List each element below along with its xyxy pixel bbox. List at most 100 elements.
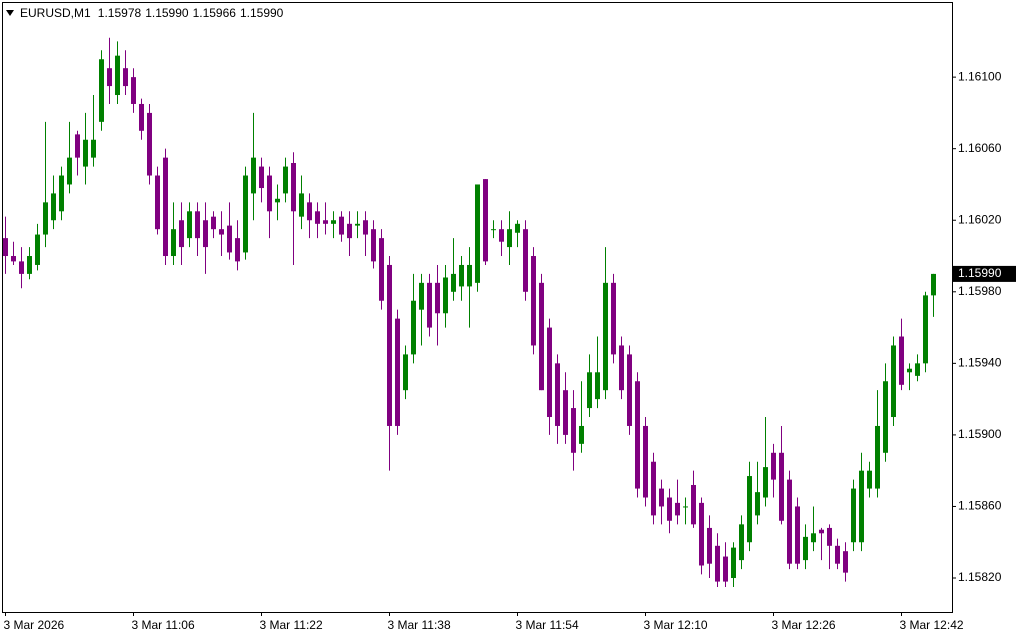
y-tick-label: 1.16060 [958, 141, 1002, 155]
candle-body [507, 229, 512, 248]
candle-body [99, 59, 104, 122]
candle-body [443, 277, 448, 314]
candle-body [275, 198, 280, 203]
candle-body [803, 536, 808, 561]
candle-body [571, 408, 576, 453]
candle-body [227, 225, 232, 253]
candle-body [411, 300, 416, 355]
chart-title: EURUSD,M1 [20, 6, 91, 20]
y-tick-label: 1.16020 [958, 212, 1002, 226]
candle-body [795, 506, 800, 564]
price-label: 1.15990 [958, 266, 1002, 280]
candle-body [363, 220, 368, 235]
candle-body [779, 452, 784, 521]
candle-body [283, 166, 288, 194]
candle-body [339, 216, 344, 235]
candle-body [51, 193, 56, 221]
candle-body [899, 336, 904, 385]
candle-body [587, 372, 592, 409]
candle-body [819, 529, 824, 534]
candle-body [699, 502, 704, 566]
quote-low: 1.15966 [193, 6, 237, 20]
y-tick-label: 1.15940 [958, 356, 1002, 370]
candle-body [163, 157, 168, 257]
symbol-dropdown[interactable] [6, 10, 14, 16]
candle-body [547, 327, 552, 418]
candle-body [643, 425, 648, 498]
candle-body [467, 264, 472, 287]
candle-body [179, 220, 184, 248]
candle-body [155, 175, 160, 230]
candle-body [875, 425, 880, 489]
candle-body [19, 261, 24, 274]
candle-body [667, 497, 672, 521]
candle-body [115, 55, 120, 96]
candle-body [531, 256, 536, 346]
candle-body [395, 318, 400, 426]
candle-body [195, 211, 200, 239]
candle-body [11, 256, 16, 262]
candle-body [555, 363, 560, 426]
candle-body [459, 264, 464, 287]
candle-body [675, 502, 680, 516]
candle-body [771, 452, 776, 480]
y-tick-label: 1.15860 [958, 499, 1002, 513]
x-tick-label: 3 Mar 11:06 [132, 618, 195, 632]
candle-body [715, 545, 720, 582]
candle-body [915, 363, 920, 376]
candle-body [707, 527, 712, 564]
candle-body [475, 184, 480, 283]
candle-body [235, 238, 240, 262]
candle-body [419, 282, 424, 310]
candle-body [35, 234, 40, 265]
candle-body [859, 470, 864, 543]
candle-body [83, 139, 88, 167]
candle-body [563, 390, 568, 435]
candle-body [299, 193, 304, 217]
x-tick-label: 3 Mar 2026 [4, 618, 65, 632]
x-tick-label: 3 Mar 11:38 [388, 618, 451, 632]
candle-body [403, 354, 408, 391]
candle-body [723, 556, 728, 582]
candle-body [731, 547, 736, 579]
candle-body [627, 354, 632, 426]
candle-body [435, 282, 440, 314]
candle-body [67, 157, 72, 185]
candle-body [739, 524, 744, 561]
candle-body [883, 381, 888, 453]
candle-body [683, 506, 688, 508]
candle-body [259, 166, 264, 189]
candle-body [907, 368, 912, 373]
candle-body [243, 175, 248, 253]
candle-body [611, 282, 616, 355]
x-tick-label: 3 Mar 12:26 [772, 618, 836, 632]
candle-body [891, 345, 896, 418]
header: EURUSD,M1 1.15978 1.15990 1.15966 1.15990 [20, 6, 284, 20]
candle-body [827, 527, 832, 546]
candle-body [27, 256, 32, 274]
candle-body [931, 273, 936, 296]
candle-body [43, 202, 48, 235]
candle-body [387, 264, 392, 426]
x-tick-label: 3 Mar 12:42 [900, 618, 964, 632]
candle-body [811, 533, 816, 543]
candle-body [843, 551, 848, 573]
candle-body [315, 211, 320, 224]
quote-close: 1.15990 [240, 6, 284, 20]
candle-body [75, 134, 80, 158]
candle-body [107, 68, 112, 87]
candle-body [787, 479, 792, 564]
candle-body [515, 223, 520, 233]
candle-body [635, 381, 640, 489]
candle-body [491, 229, 496, 231]
candle-body [691, 484, 696, 525]
candle-body [3, 238, 8, 257]
candle-body [331, 220, 336, 224]
candle-body [251, 157, 256, 194]
candle-body [659, 488, 664, 507]
candle-body [291, 162, 296, 212]
y-tick-label: 1.15820 [958, 570, 1002, 584]
candle-body [203, 220, 208, 248]
candle-body [123, 68, 128, 87]
quote-high: 1.15990 [145, 6, 189, 20]
